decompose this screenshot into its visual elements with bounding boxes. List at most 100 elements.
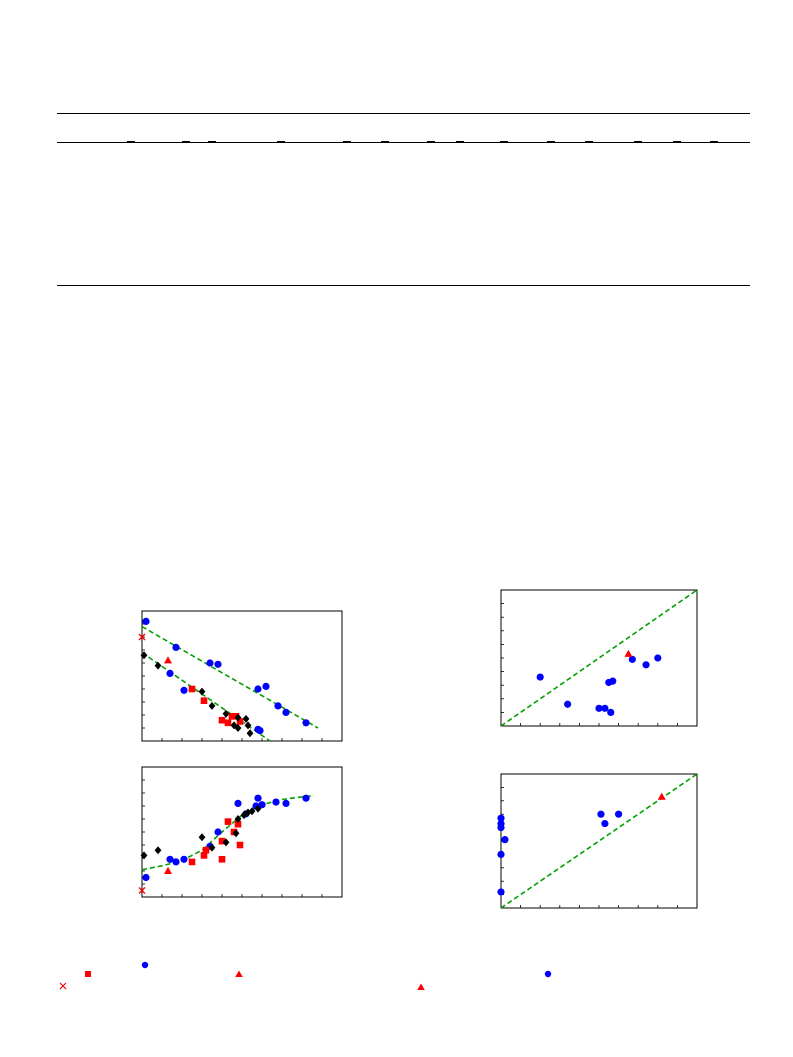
data-point-square — [188, 685, 196, 693]
data-point-circle — [302, 719, 310, 727]
column-mark — [343, 141, 351, 143]
data-point-circle — [595, 704, 603, 712]
data-point-circle — [497, 850, 505, 858]
data-point-triangle — [657, 792, 666, 800]
legend-marker-square — [85, 971, 91, 977]
data-point-circle — [497, 814, 505, 822]
data-point-circle — [180, 855, 188, 863]
table-bottom-rule — [57, 285, 750, 286]
data-point-square — [224, 719, 232, 727]
data-point-circle — [536, 673, 544, 681]
data-point-circle — [234, 799, 242, 807]
data-point-triangle — [164, 866, 172, 874]
data-point-square — [234, 820, 242, 828]
data-point-diamond — [244, 721, 252, 730]
data-point-diamond — [230, 721, 238, 730]
data-point-circle — [654, 654, 662, 662]
column-mark — [673, 141, 681, 143]
column-mark — [500, 141, 508, 143]
legend-marker-cross — [59, 982, 67, 990]
column-mark — [127, 141, 135, 143]
data-point-diamond — [248, 807, 256, 816]
column-mark — [182, 141, 190, 143]
legend-marker-triangle-2 — [417, 983, 425, 990]
scatter-panel-bottom-right — [497, 773, 698, 909]
data-point-circle — [642, 661, 650, 669]
data-point-diamond — [242, 714, 250, 723]
data-point-circle — [497, 824, 505, 832]
data-point-circle — [262, 682, 270, 690]
data-point-diamond — [234, 713, 242, 722]
data-point-diamond — [140, 851, 148, 860]
data-point-diamond — [222, 838, 230, 847]
fit-line — [141, 651, 271, 742]
data-point-square — [218, 856, 226, 863]
data-point-circle — [497, 888, 505, 896]
scatter-panel-top-left — [138, 610, 343, 742]
data-point-square — [202, 846, 210, 854]
data-point-square — [200, 852, 208, 859]
data-point-diamond — [246, 729, 254, 738]
data-point-circle — [615, 810, 623, 818]
data-point-diamond — [254, 804, 262, 813]
data-point-diamond — [208, 701, 216, 710]
data-point-diamond — [232, 829, 240, 838]
data-point-circle — [609, 677, 617, 685]
data-point-diamond — [198, 687, 206, 696]
data-point-circle — [601, 819, 609, 828]
data-point-square — [188, 858, 196, 866]
data-point-circle — [172, 858, 180, 866]
data-point-square — [218, 837, 226, 845]
data-point-circle — [274, 702, 282, 710]
column-mark — [710, 141, 718, 143]
data-point-cross — [138, 887, 146, 894]
data-point-circle — [282, 708, 290, 716]
data-point-triangle — [164, 656, 172, 664]
data-point-circle — [597, 810, 605, 818]
data-point-diamond — [240, 811, 248, 820]
data-point-circle — [180, 686, 188, 694]
data-point-square — [236, 841, 244, 849]
data-point-circle — [214, 828, 222, 836]
data-point-diamond — [154, 846, 162, 855]
column-mark — [547, 141, 555, 143]
data-point-square — [200, 697, 208, 704]
data-point-circle — [142, 873, 150, 882]
column-mark — [427, 141, 435, 143]
legend-marker-circle-2 — [544, 970, 552, 978]
data-point-circle — [254, 794, 262, 802]
data-point-circle — [272, 798, 280, 806]
data-point-diamond — [208, 843, 216, 852]
data-point-circle — [206, 659, 214, 667]
fit-line — [500, 773, 698, 909]
data-point-cross — [138, 633, 146, 641]
column-mark — [381, 141, 389, 143]
data-point-diamond — [154, 661, 162, 670]
data-point-circle — [282, 799, 290, 807]
data-point-triangle — [624, 649, 633, 657]
scatter-panel-top-right — [500, 589, 698, 727]
column-mark — [456, 141, 464, 143]
data-point-square — [224, 818, 232, 825]
data-point-circle — [628, 655, 636, 663]
column-mark — [277, 141, 285, 143]
scatter-panel-bottom-left — [138, 766, 343, 898]
data-point-diamond — [234, 815, 242, 823]
column-mark — [634, 141, 642, 143]
data-point-circle — [214, 660, 222, 668]
data-point-diamond — [198, 833, 206, 842]
fit-line — [141, 794, 315, 871]
data-point-square — [236, 718, 244, 725]
data-point-circle — [142, 617, 150, 625]
data-point-circle — [564, 700, 572, 708]
legend-marker-triangle-1 — [235, 970, 243, 977]
data-point-circle — [601, 704, 609, 712]
data-point-circle — [166, 855, 174, 863]
data-point-circle — [166, 669, 174, 677]
data-point-circle — [302, 794, 310, 802]
data-point-circle — [258, 801, 266, 809]
column-mark — [208, 141, 216, 143]
table-header-rule — [57, 142, 750, 143]
data-point-circle — [254, 685, 262, 693]
plot-frame — [141, 766, 343, 898]
